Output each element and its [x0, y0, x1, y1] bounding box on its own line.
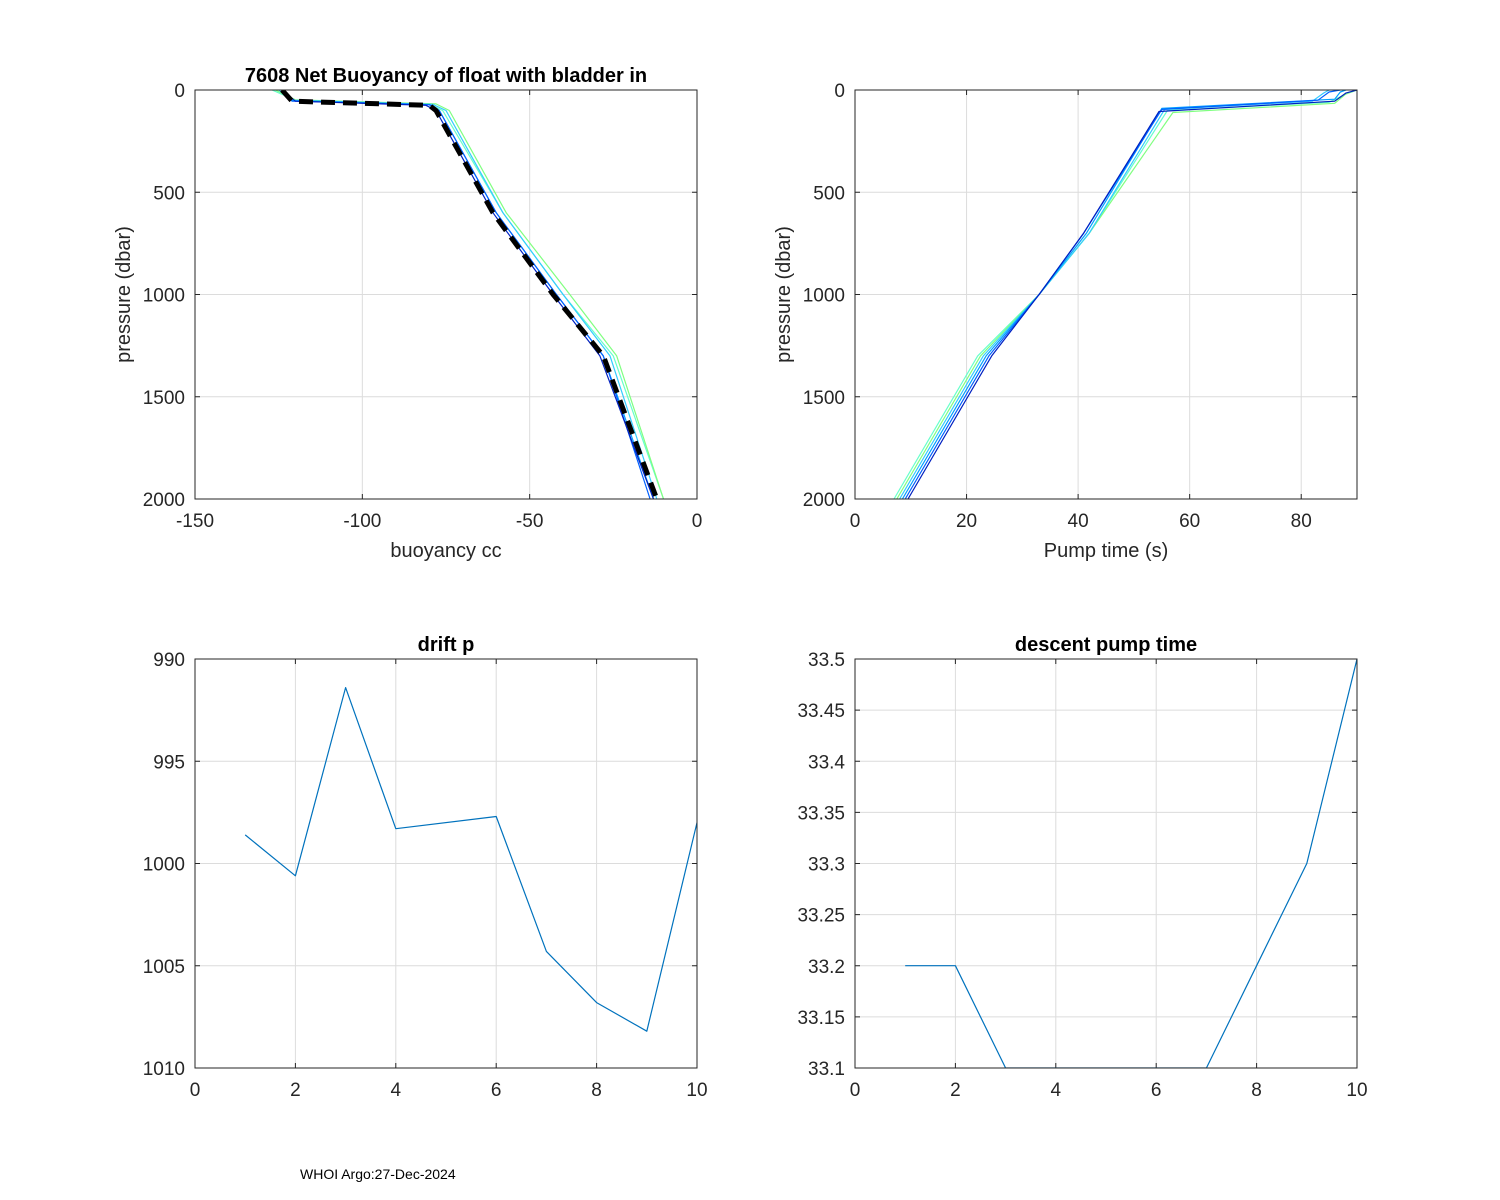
y-tick-label: 1005 — [143, 957, 185, 978]
axes-box — [194, 89, 698, 500]
x-tick-label: 2 — [950, 1080, 961, 1101]
chart-driftp: 0 2 4 6 8 10 990 995 1000 1005 1010 drift p — [143, 634, 708, 1101]
x-tick-label: -150 — [176, 511, 214, 532]
chart-title: descent pump time — [1015, 634, 1197, 656]
footer-timestamp: WHOI Argo:27-Dec-2024 — [300, 1166, 456, 1182]
y-tick-label: 500 — [153, 183, 185, 204]
series-group — [244, 686, 697, 1032]
series-group — [905, 659, 1357, 1068]
series-line — [904, 90, 1341, 499]
x-axis-label: Pump time (s) — [1044, 540, 1168, 562]
x-tick-label: 8 — [1251, 1080, 1262, 1101]
x-tick-label: 20 — [956, 511, 977, 532]
y-tick-label: 1500 — [143, 388, 185, 409]
chart-descentpump: 0 2 4 6 8 10 33.1 33.15 33.2 33.25 33.3 33.35 33.4 33… — [797, 634, 1367, 1101]
y-tick-label: 1010 — [143, 1059, 185, 1080]
x-tick-label: 0 — [190, 1080, 201, 1101]
x-tick-label: 0 — [692, 511, 703, 532]
chart-pumptime: 0 20 40 60 80 0 500 1000 1500 2000 Pump time (s) pr… — [773, 81, 1358, 562]
x-tick-label: 0 — [850, 511, 861, 532]
x-tick-label: 2 — [290, 1080, 301, 1101]
x-tick-label: 10 — [1346, 1080, 1367, 1101]
x-tick-label: 40 — [1068, 511, 1089, 532]
y-tick-label: 1000 — [803, 286, 845, 307]
series-line — [905, 659, 1357, 1068]
y-tick-label: 33.4 — [808, 752, 845, 773]
y-tick-label: 33.25 — [797, 906, 845, 927]
series-line — [901, 90, 1347, 499]
y-tick-label: 1000 — [143, 855, 185, 876]
y-tick-label: 1500 — [803, 388, 845, 409]
axes-box — [854, 89, 1358, 500]
series-group — [271, 90, 665, 499]
series-group — [893, 90, 1357, 499]
y-tick-label: 33.45 — [797, 701, 845, 722]
x-tick-label: 4 — [391, 1080, 402, 1101]
series-line — [244, 686, 697, 1032]
y-tick-label: 33.1 — [808, 1059, 845, 1080]
y-tick-label: 2000 — [803, 490, 845, 511]
y-tick-label: 33.3 — [808, 855, 845, 876]
axes-box — [854, 658, 1358, 1069]
x-tick-label: 60 — [1179, 511, 1200, 532]
chart-title: 7608 Net Buoyancy of float with bladder … — [245, 65, 647, 87]
x-tick-label: 4 — [1051, 1080, 1062, 1101]
y-axis-label: pressure (dbar) — [113, 226, 135, 363]
y-tick-label: 500 — [813, 183, 845, 204]
x-tick-label: 80 — [1291, 511, 1312, 532]
y-axis-label: pressure (dbar) — [773, 226, 795, 363]
series-line — [907, 90, 1357, 499]
y-tick-label: 33.15 — [797, 1008, 845, 1029]
x-tick-label: -50 — [516, 511, 543, 532]
axes-box — [194, 658, 698, 1069]
x-tick-label: -100 — [343, 511, 381, 532]
x-tick-label: 10 — [686, 1080, 707, 1101]
y-tick-label: 2000 — [143, 490, 185, 511]
y-tick-label: 33.5 — [808, 650, 845, 671]
chart-title: drift p — [418, 634, 475, 656]
y-tick-label: 990 — [153, 650, 185, 671]
y-tick-label: 1000 — [143, 286, 185, 307]
series-line — [899, 90, 1330, 499]
x-tick-label: 0 — [850, 1080, 861, 1101]
x-tick-label: 6 — [1151, 1080, 1162, 1101]
series-line-mean-dashed — [280, 90, 660, 499]
y-tick-label: 0 — [834, 81, 845, 102]
y-tick-label: 995 — [153, 752, 185, 773]
x-axis-label: buoyancy cc — [390, 540, 501, 562]
y-tick-label: 33.2 — [808, 957, 845, 978]
x-tick-label: 6 — [491, 1080, 502, 1101]
y-tick-label: 0 — [174, 81, 185, 102]
x-tick-label: 8 — [591, 1080, 602, 1101]
y-tick-label: 33.35 — [797, 803, 845, 824]
series-line — [896, 90, 1357, 499]
chart-buoyancy: -150 -100 -50 0 0 500 1000 1500 2000 7608 Net Buo… — [113, 65, 702, 562]
